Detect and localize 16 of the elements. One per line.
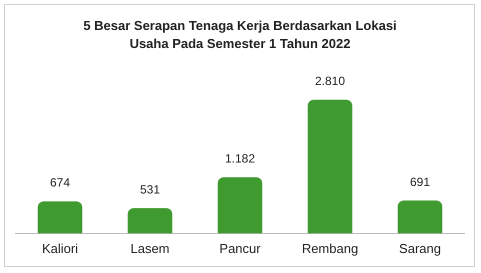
x-tick-label: Rembang bbox=[302, 240, 358, 256]
bar bbox=[38, 201, 82, 234]
data-label: 531 bbox=[140, 182, 160, 196]
data-label: 2.810 bbox=[314, 74, 346, 88]
bar bbox=[218, 177, 262, 234]
data-label: 691 bbox=[410, 174, 430, 189]
x-tick-label: Lasem bbox=[130, 240, 170, 256]
data-label: 1.182 bbox=[224, 152, 256, 166]
bar bbox=[308, 100, 352, 234]
x-tick-label: Sarang bbox=[399, 240, 441, 256]
data-label: 674 bbox=[50, 176, 70, 190]
x-tick-label: Pancur bbox=[219, 240, 262, 256]
chart-title: 5 Besar Serapan Tenaga Kerja Berdasarkan Lokasi Usaha Pada Semester 1 Tahun 2022 bbox=[82, 17, 398, 53]
x-tick-label: Kaliori bbox=[42, 240, 78, 256]
bar bbox=[128, 208, 172, 234]
bar bbox=[398, 200, 442, 234]
